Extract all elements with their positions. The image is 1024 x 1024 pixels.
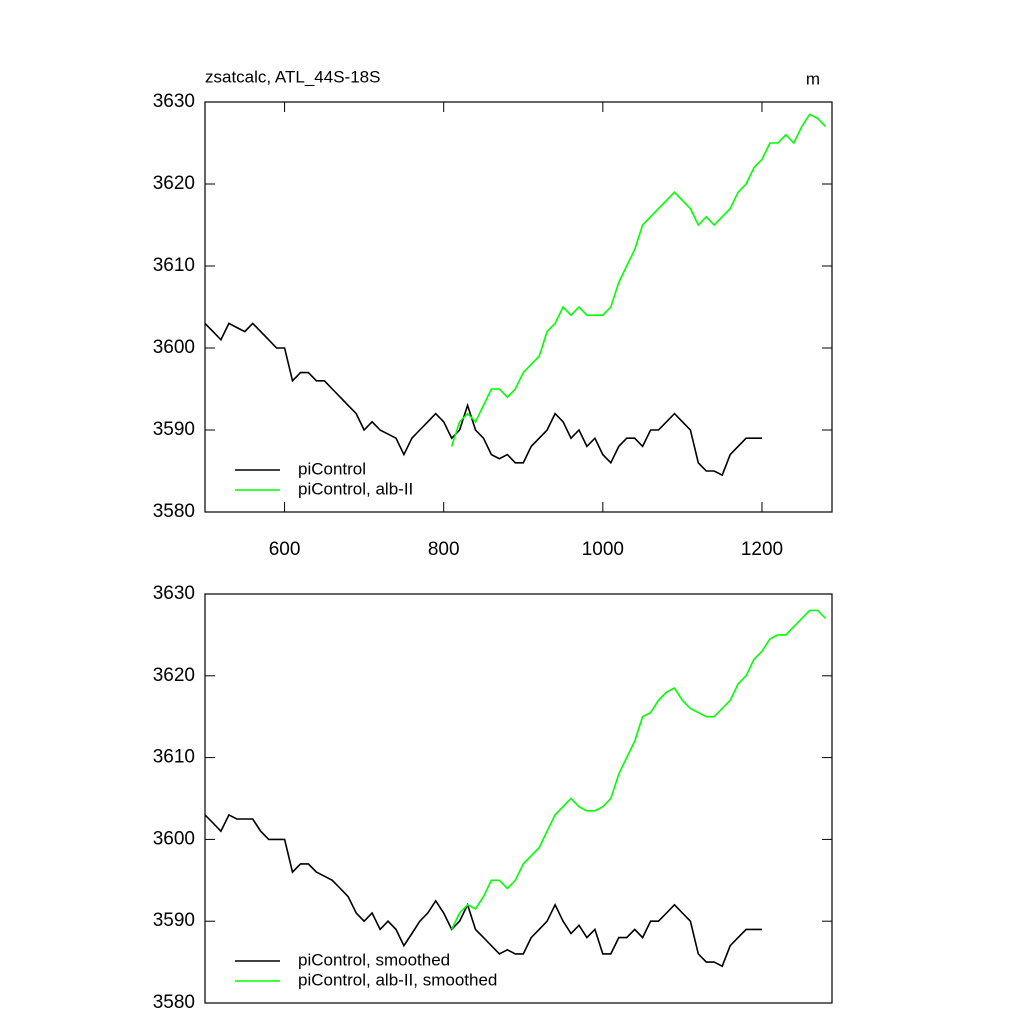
y-tick-label: 3580 xyxy=(153,501,195,522)
legend-label: piControl, smoothed xyxy=(298,950,450,969)
y-tick-label: 3610 xyxy=(153,255,195,276)
legend-label: piControl, alb-II xyxy=(298,479,413,498)
data-line xyxy=(450,609,827,930)
data-line xyxy=(204,322,762,477)
data-line xyxy=(204,813,762,968)
data-line xyxy=(450,113,827,447)
y-tick-label: 3600 xyxy=(153,828,195,849)
y-tick-label: 3630 xyxy=(153,91,195,112)
chart-title: zsatcalc, ATL_44S-18S xyxy=(205,67,380,86)
y-tick-label: 3630 xyxy=(153,583,195,604)
plot-frame xyxy=(204,101,833,513)
y-tick-label: 3600 xyxy=(153,337,195,358)
plot-frame xyxy=(204,593,833,1004)
y-tick-label: 3590 xyxy=(153,419,195,440)
x-tick-label: 1000 xyxy=(582,539,624,560)
y-tick-label: 3590 xyxy=(153,910,195,931)
units-label: m xyxy=(806,69,820,88)
x-tick-label: 600 xyxy=(269,539,301,560)
y-tick-label: 3580 xyxy=(153,992,195,1013)
y-tick-label: 3610 xyxy=(153,747,195,768)
legend-label: piControl xyxy=(298,459,366,478)
y-tick-label: 3620 xyxy=(153,665,195,686)
x-tick-label: 1200 xyxy=(741,539,783,560)
x-tick-label: 800 xyxy=(428,539,460,560)
y-tick-label: 3620 xyxy=(153,173,195,194)
legend-label: piControl, alb-II, smoothed xyxy=(298,970,497,989)
